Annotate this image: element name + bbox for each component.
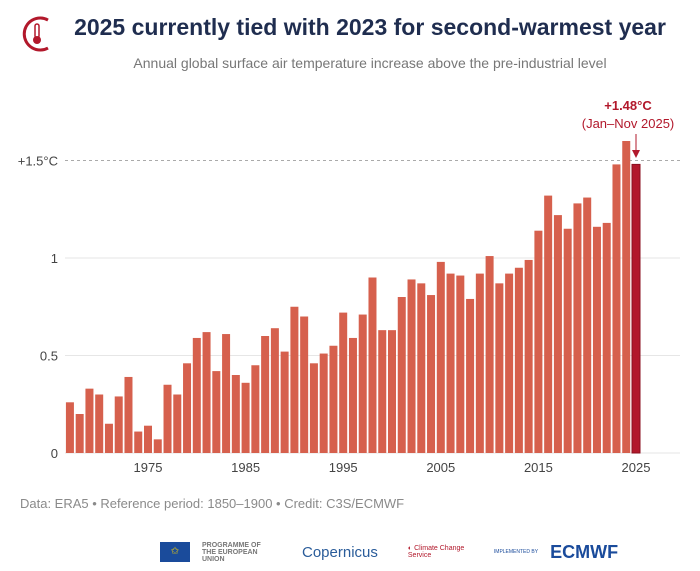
- annotation-value: +1.48°C: [604, 98, 652, 113]
- bar-2005: [436, 261, 445, 453]
- y-tick-label: 0.5: [40, 349, 58, 364]
- bar-1986: [251, 365, 260, 453]
- copernicus-logo: Copernicus: [302, 543, 378, 561]
- x-tick-label: 2025: [622, 460, 651, 475]
- bar-1985: [241, 382, 250, 453]
- bar-1989: [280, 351, 289, 453]
- bar-1980: [192, 337, 201, 453]
- y-tick-label: 0: [51, 446, 58, 461]
- x-tick-label: 2015: [524, 460, 553, 475]
- bar-1998: [368, 277, 377, 453]
- bar-1967: [65, 402, 74, 453]
- y-tick-label: 1: [51, 251, 58, 266]
- bar-1981: [202, 332, 211, 453]
- arrow-down-icon: [632, 150, 640, 158]
- bar-1972: [114, 396, 123, 453]
- bar-2024: [622, 141, 631, 453]
- x-tick-label: 1975: [134, 460, 163, 475]
- c3s-footer-logo: ◐ Climate Change Service: [407, 545, 465, 559]
- annotation-note: (Jan–Nov 2025): [582, 116, 675, 131]
- eu-flag-icon: ✩: [160, 542, 190, 562]
- bar-1987: [261, 336, 270, 453]
- bar-1996: [348, 337, 357, 453]
- bar-2019: [573, 203, 582, 453]
- bar-2018: [563, 228, 572, 453]
- bar-1973: [124, 376, 133, 453]
- bar-1983: [222, 334, 231, 453]
- bar-1999: [378, 330, 387, 453]
- bar-2013: [514, 267, 523, 453]
- bar-1993: [319, 353, 328, 453]
- bar-2017: [553, 215, 562, 453]
- bar-2011: [495, 283, 504, 453]
- bar-2023: [612, 164, 621, 453]
- x-tick-label: 2005: [426, 460, 455, 475]
- bar-1995: [339, 312, 348, 453]
- bar-2009: [475, 273, 484, 453]
- chart-title: 2025 currently tied with 2023 for second…: [74, 14, 666, 40]
- bar-1992: [309, 363, 318, 453]
- bar-2014: [524, 259, 533, 453]
- bar-1979: [183, 363, 192, 453]
- bar-1968: [75, 414, 84, 453]
- chart-subtitle: Annual global surface air temperature in…: [133, 55, 607, 71]
- bar-1997: [358, 314, 367, 453]
- bar-2008: [466, 298, 475, 453]
- plot-area: 0 0.5 1 +1.5°C 1975 1985 1995 2005 2015 2025 +1.48…: [18, 98, 680, 475]
- bar-1974: [134, 431, 143, 453]
- bar-1982: [212, 371, 221, 453]
- bar-2004: [427, 295, 436, 453]
- bar-2016: [544, 195, 553, 453]
- bar-1970: [95, 394, 104, 453]
- bar-1988: [270, 328, 279, 453]
- implemented-by-text: IMPLEMENTED BY: [493, 549, 539, 555]
- bar-2000: [388, 330, 396, 453]
- bar-1991: [300, 316, 309, 453]
- bar-2025: [631, 163, 641, 454]
- y-tick-label: +1.5°C: [18, 154, 58, 169]
- bar-1977: [163, 384, 172, 453]
- bar-2022: [602, 222, 611, 453]
- bar-1976: [153, 439, 162, 453]
- bar-1994: [329, 345, 338, 453]
- bar-1978: [173, 394, 182, 453]
- bar-1984: [231, 375, 240, 453]
- eu-programme-text: PROGRAMME OF THE EUROPEAN UNION: [202, 541, 261, 563]
- bar-2002: [407, 279, 416, 453]
- bar-2015: [534, 230, 543, 453]
- logo-bar: ✩ PROGRAMME OF THE EUROPEAN UNION Copern…: [160, 540, 618, 564]
- bar-1975: [144, 425, 152, 453]
- x-tick-label: 1985: [231, 460, 260, 475]
- data-credit: Data: ERA5 • Reference period: 1850–1900…: [20, 496, 405, 511]
- bar-2021: [592, 226, 601, 453]
- bar-2020: [583, 197, 592, 453]
- c3s-logo-icon: [22, 16, 49, 52]
- bar-2006: [446, 273, 455, 453]
- x-tick-label: 1995: [329, 460, 358, 475]
- bar-2001: [397, 297, 406, 453]
- bar-1969: [85, 388, 94, 453]
- bar-2007: [456, 275, 465, 453]
- bar-2010: [485, 256, 494, 453]
- ecmwf-logo: ECMWF: [550, 541, 619, 562]
- bar-1990: [290, 306, 299, 453]
- bar-1971: [104, 423, 113, 453]
- bar-2012: [505, 273, 514, 453]
- bar-2003: [417, 283, 426, 453]
